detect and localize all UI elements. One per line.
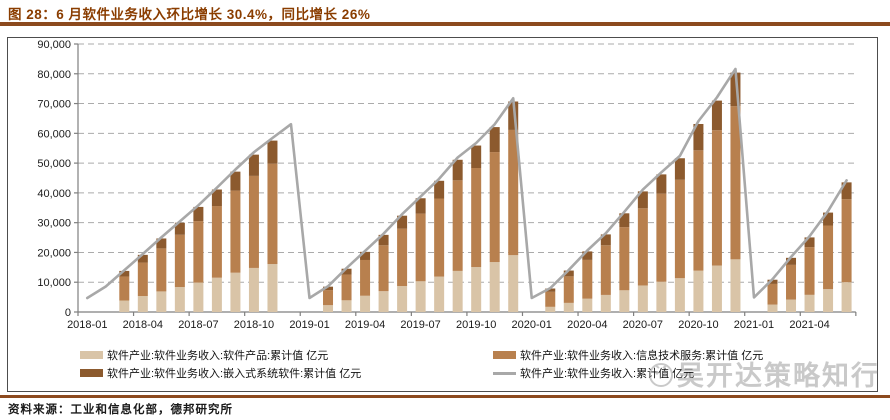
chart-canvas: 0 10,000 20,000 30,000 40,000 50,000 60,000 70,… — [37, 39, 857, 331]
total-line-swatch-icon — [493, 371, 516, 375]
legend-item-embedded: 软件产业:软件业务收入:嵌入式系统软件:累计值 亿元 — [80, 365, 493, 381]
embedded-swatch-icon — [80, 369, 103, 377]
legend-label: 软件产业:软件业务收入:嵌入式系统软件:累计值 亿元 — [107, 368, 362, 380]
svg-text:2020-10: 2020-10 — [678, 319, 718, 331]
svg-text:2018-04: 2018-04 — [123, 319, 163, 331]
svg-text:80,000: 80,000 — [37, 69, 71, 81]
watermark-logo-icon — [649, 362, 673, 387]
legend-item-service: 软件产业:软件业务收入:信息技术服务:累计值 亿元 — [493, 347, 763, 363]
watermark-text: 吴开达策略知行 — [677, 361, 880, 391]
legend-item-product: 软件产业:软件业务收入:软件产品:累计值 亿元 — [80, 347, 493, 363]
svg-text:2020-04: 2020-04 — [567, 319, 607, 331]
product-swatch-icon — [80, 351, 103, 359]
chart-figure: 0 10,000 20,000 30,000 40,000 50,000 60,000 70,… — [7, 37, 878, 392]
service-swatch-icon — [493, 351, 516, 359]
svg-text:30,000: 30,000 — [37, 218, 71, 230]
svg-text:50,000: 50,000 — [37, 158, 71, 170]
legend-label: 软件产业:软件业务收入:信息技术服务:累计值 亿元 — [520, 350, 764, 362]
svg-text:2019-01: 2019-01 — [289, 319, 329, 331]
svg-text:2019-04: 2019-04 — [345, 319, 385, 331]
svg-text:60,000: 60,000 — [37, 128, 71, 140]
svg-text:90,000: 90,000 — [37, 39, 71, 51]
title-rule — [0, 22, 890, 26]
figure-title: 图 28：6 月软件业务收入环比增长 30.4%，同比增长 26% — [8, 7, 371, 22]
svg-text:2020-01: 2020-01 — [512, 319, 552, 331]
bottom-rule — [0, 395, 890, 398]
legend-label: 软件产业:软件业务收入:软件产品:累计值 亿元 — [107, 350, 329, 362]
svg-text:0: 0 — [65, 307, 71, 319]
svg-text:2021-01: 2021-01 — [734, 319, 774, 331]
svg-text:2018-01: 2018-01 — [67, 319, 107, 331]
svg-text:2018-10: 2018-10 — [234, 319, 274, 331]
svg-text:2019-07: 2019-07 — [400, 319, 440, 331]
svg-text:2018-07: 2018-07 — [178, 319, 218, 331]
source-note: 资料来源：工业和信息化部，德邦研究所 — [8, 404, 233, 416]
svg-text:2021-04: 2021-04 — [789, 319, 829, 331]
svg-text:2020-07: 2020-07 — [623, 319, 663, 331]
svg-text:2019-10: 2019-10 — [456, 319, 496, 331]
svg-text:40,000: 40,000 — [37, 188, 71, 200]
svg-text:10,000: 10,000 — [37, 277, 71, 289]
svg-text:70,000: 70,000 — [37, 99, 71, 111]
watermark: 吴开达策略知行 — [645, 354, 880, 393]
svg-text:20,000: 20,000 — [37, 247, 71, 259]
